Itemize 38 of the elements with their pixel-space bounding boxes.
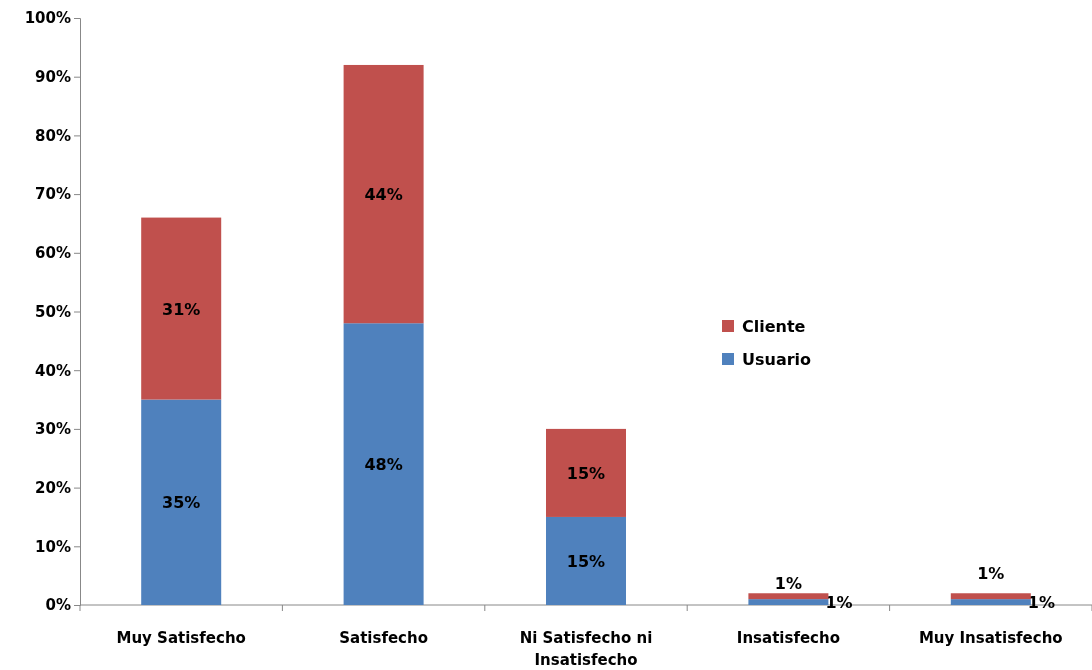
y-tick-label: 30% — [35, 420, 71, 439]
data-label: 44% — [364, 185, 403, 205]
y-tick-label: 50% — [35, 302, 71, 321]
y-tick-label: 10% — [35, 537, 71, 556]
data-label: 1% — [977, 564, 1005, 584]
y-tick-label: 20% — [35, 478, 71, 497]
x-tick-label: Insatisfecho — [736, 629, 840, 647]
x-tick-label: Satisfecho — [339, 629, 428, 647]
y-tick-label: 0% — [45, 596, 71, 615]
bar — [546, 516, 626, 605]
data-label: 1% — [774, 574, 802, 594]
data-label: 15% — [566, 463, 606, 483]
bar — [141, 217, 222, 400]
bar — [950, 593, 1031, 600]
y-tick-label: 40% — [35, 361, 71, 380]
bar — [950, 599, 1031, 605]
x-tick-label: Ni Satisfecho ni Insatisfecho — [519, 629, 653, 669]
y-tick-label: 90% — [35, 68, 71, 86]
legend-label: Usuario — [742, 350, 812, 369]
data-label: 48% — [364, 455, 403, 475]
x-tick-label: Muy Satisfecho — [116, 629, 246, 647]
bar — [141, 399, 222, 605]
x-tick-label: Muy Insatisfecho — [918, 629, 1063, 647]
y-tick-label: 80% — [35, 126, 71, 145]
bar — [343, 323, 424, 605]
data-label: 1% — [1027, 593, 1055, 613]
y-tick-label: 70% — [35, 185, 71, 204]
data-label: 1% — [825, 593, 853, 613]
y-tick-label: 100% — [24, 9, 71, 28]
bar — [343, 64, 424, 324]
bar — [546, 428, 626, 517]
data-label: 35% — [162, 493, 201, 513]
data-label: 31% — [162, 299, 201, 319]
data-label: 15% — [566, 551, 606, 571]
bar — [748, 599, 829, 605]
y-tick-label: 60% — [35, 244, 71, 263]
bar — [748, 593, 829, 600]
legend-label: Cliente — [742, 317, 806, 336]
